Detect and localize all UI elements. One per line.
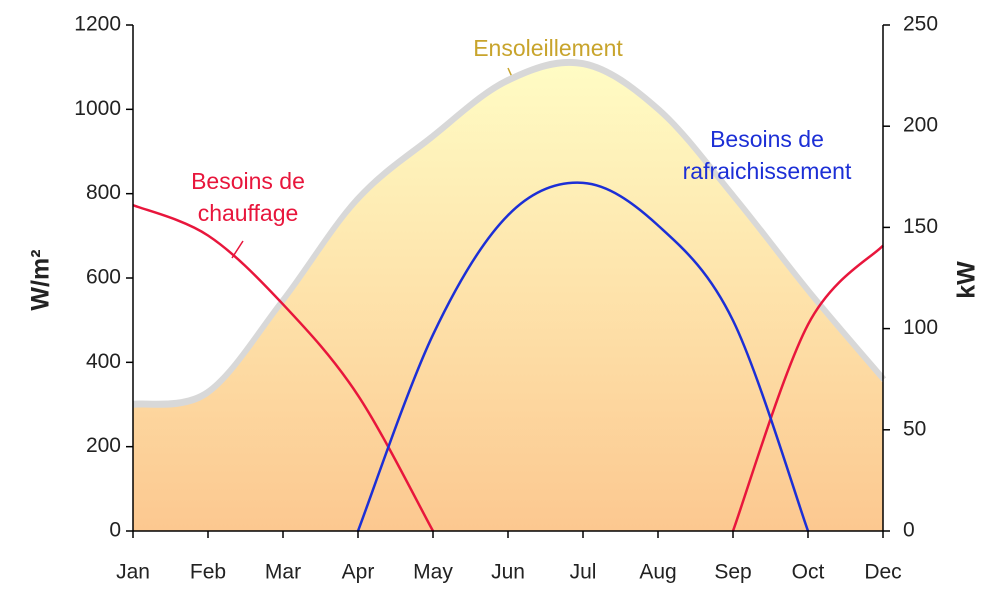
y2-tick-label: 250	[903, 13, 938, 36]
y-tick-label: 400	[86, 350, 121, 373]
x-tick-label: Feb	[190, 561, 226, 584]
y2-tick-label: 200	[903, 114, 938, 137]
x-tick-label: Jul	[570, 561, 597, 584]
area	[133, 65, 883, 532]
y-axis-label: W/m²	[27, 249, 55, 310]
x-tick-label: Sep	[714, 561, 751, 584]
x-tick-label: May	[413, 561, 453, 584]
y-tick-label: 200	[86, 434, 121, 457]
x-tick-label: Jan	[116, 561, 150, 584]
y-tick-label: 800	[86, 181, 121, 204]
y2-tick-label: 50	[903, 417, 926, 440]
y2-tick-label: 0	[903, 519, 915, 542]
x-tick-label: Mar	[265, 561, 301, 584]
y2-tick-label: 150	[903, 215, 938, 238]
x-tick-label: Aug	[639, 561, 676, 584]
x-tick-label: Apr	[342, 561, 375, 584]
line	[356, 181, 810, 532]
y2-tick-label: 100	[903, 316, 938, 339]
area-shadow	[132, 58, 887, 409]
y2-axis-label: kW	[953, 261, 981, 299]
line	[132, 203, 435, 532]
series-label: Ensoleillement	[473, 35, 623, 61]
line	[731, 244, 884, 532]
y-tick-label: 600	[86, 266, 121, 289]
y-tick-label: 1200	[74, 13, 121, 36]
series-label: Besoins de chauffage	[191, 168, 305, 226]
x-tick-label: Jun	[491, 561, 525, 584]
y-tick-label: 1000	[74, 97, 121, 120]
x-tick-label: Dec	[864, 561, 901, 584]
plot-area	[132, 58, 887, 532]
series-label: Besoins de rafraichissement	[682, 126, 852, 184]
y-tick-label: 0	[109, 519, 121, 542]
x-tick-label: Oct	[792, 561, 825, 584]
